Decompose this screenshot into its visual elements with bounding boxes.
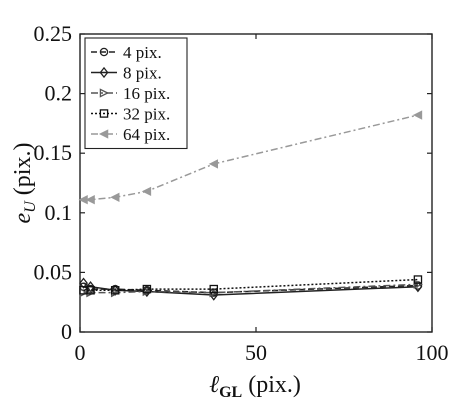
x-tick-label: 0 <box>75 340 86 365</box>
data-point <box>141 186 152 196</box>
legend-label: 4 pix. <box>123 43 162 62</box>
series-line <box>83 283 418 294</box>
y-tick-label: 0.25 <box>34 21 73 46</box>
axis-ticks: 0 0.05 0.1 0.15 0.2 0.25 0 50 100 <box>34 21 449 365</box>
legend: 4 pix. 8 pix.16 pix. 32 pix.64 pix. <box>84 37 188 150</box>
x-axis-label: ℓGL (pix.) <box>209 372 301 400</box>
legend-marker <box>99 66 109 79</box>
series-line <box>83 284 418 294</box>
legend-label: 32 pix. <box>123 105 170 124</box>
x-tick-label: 100 <box>416 340 449 365</box>
legend-label: 64 pix. <box>123 125 170 144</box>
series-4 <box>79 275 423 295</box>
x-tick-label: 50 <box>245 340 267 365</box>
legend-entry: 32 pix. <box>91 105 170 124</box>
data-point <box>110 192 120 202</box>
data-point <box>85 195 95 205</box>
series-5 <box>78 110 423 205</box>
data-point <box>142 285 152 298</box>
legend-marker <box>98 129 109 139</box>
y-tick-label: 0.2 <box>45 81 73 106</box>
series-line <box>83 278 418 292</box>
legend-entry: 64 pix. <box>91 125 170 144</box>
legend-entry: 4 pix. <box>91 43 162 62</box>
legend-marker <box>99 47 109 57</box>
axis-labels: ℓGL (pix.) eU (pix.) <box>10 143 301 400</box>
data-point <box>142 284 152 294</box>
data-point <box>209 284 219 294</box>
y-tick-label: 0 <box>61 319 72 344</box>
y-tick-label: 0.05 <box>34 259 73 284</box>
data-point <box>86 286 95 295</box>
y-axis-label: eU (pix.) <box>10 143 39 224</box>
data-point <box>79 277 88 289</box>
y-tick-label: 0.15 <box>34 140 73 165</box>
legend-entry: 8 pix. <box>91 64 162 83</box>
legend-marker <box>99 88 110 98</box>
legend-label: 16 pix. <box>123 84 170 103</box>
legend-entry: 16 pix. <box>91 84 170 103</box>
data-point <box>413 275 423 284</box>
data-point <box>110 286 120 295</box>
legend-marker <box>99 109 109 118</box>
series-layer <box>78 110 423 301</box>
data-point <box>412 110 423 120</box>
y-tick-label: 0.1 <box>45 200 73 225</box>
legend-label: 8 pix. <box>123 64 162 83</box>
data-point <box>208 159 219 169</box>
